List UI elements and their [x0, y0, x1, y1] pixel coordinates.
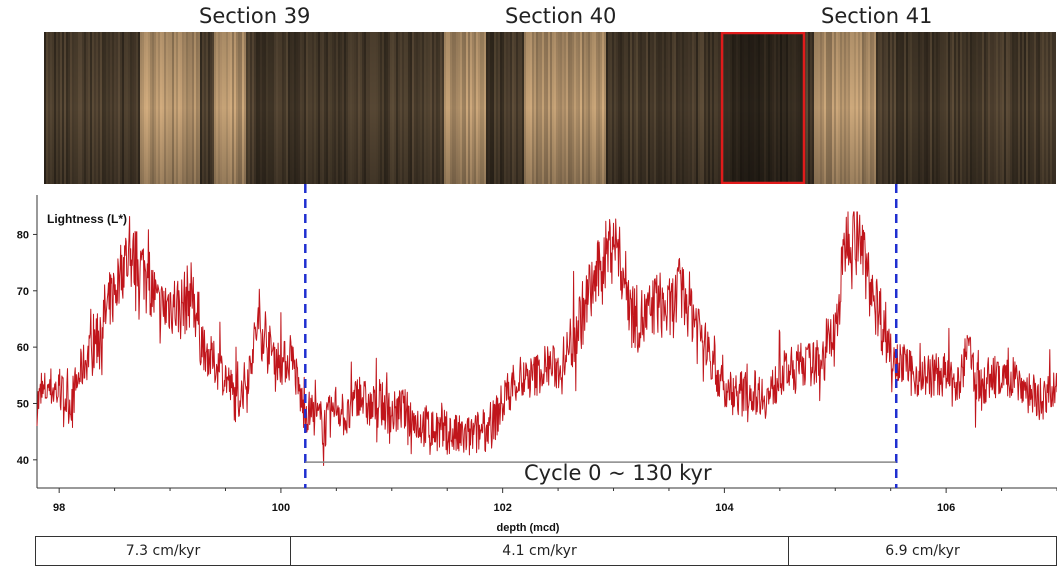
x-tick-label: 106 — [937, 502, 955, 514]
x-tick-label: 100 — [272, 502, 290, 514]
y-tick-label: 70 — [17, 286, 29, 298]
x-tick-label: 98 — [53, 502, 65, 514]
core-image — [44, 32, 1056, 184]
lightness-series-line — [36, 211, 1057, 466]
y-axis-title: Lightness (L*) — [47, 212, 127, 226]
section-label-40: Section 40 — [505, 4, 617, 28]
x-tick-label: 102 — [493, 502, 511, 514]
section-label-41: Section 41 — [821, 4, 933, 28]
y-tick-label: 60 — [17, 342, 29, 354]
y-tick-label: 50 — [17, 398, 29, 410]
rate-cell: 6.9 cm/kyr — [885, 543, 960, 559]
rate-cell: 4.1 cm/kyr — [291, 537, 789, 565]
x-tick-label: 104 — [715, 502, 734, 514]
x-axis-title: depth (mcd) — [497, 522, 560, 534]
rate-cell: 7.3 cm/kyr — [36, 537, 291, 565]
y-tick-label: 80 — [17, 229, 29, 241]
y-tick-label: 40 — [17, 455, 29, 467]
highlight-box — [720, 32, 806, 184]
sedimentation-rate-table: 7.3 cm/kyr 4.1 cm/kyr 6.9 cm/kyr — [35, 536, 1057, 566]
cycle-label: Cycle 0 ~ 130 kyr — [524, 461, 712, 485]
section-label-39: Section 39 — [199, 4, 311, 28]
